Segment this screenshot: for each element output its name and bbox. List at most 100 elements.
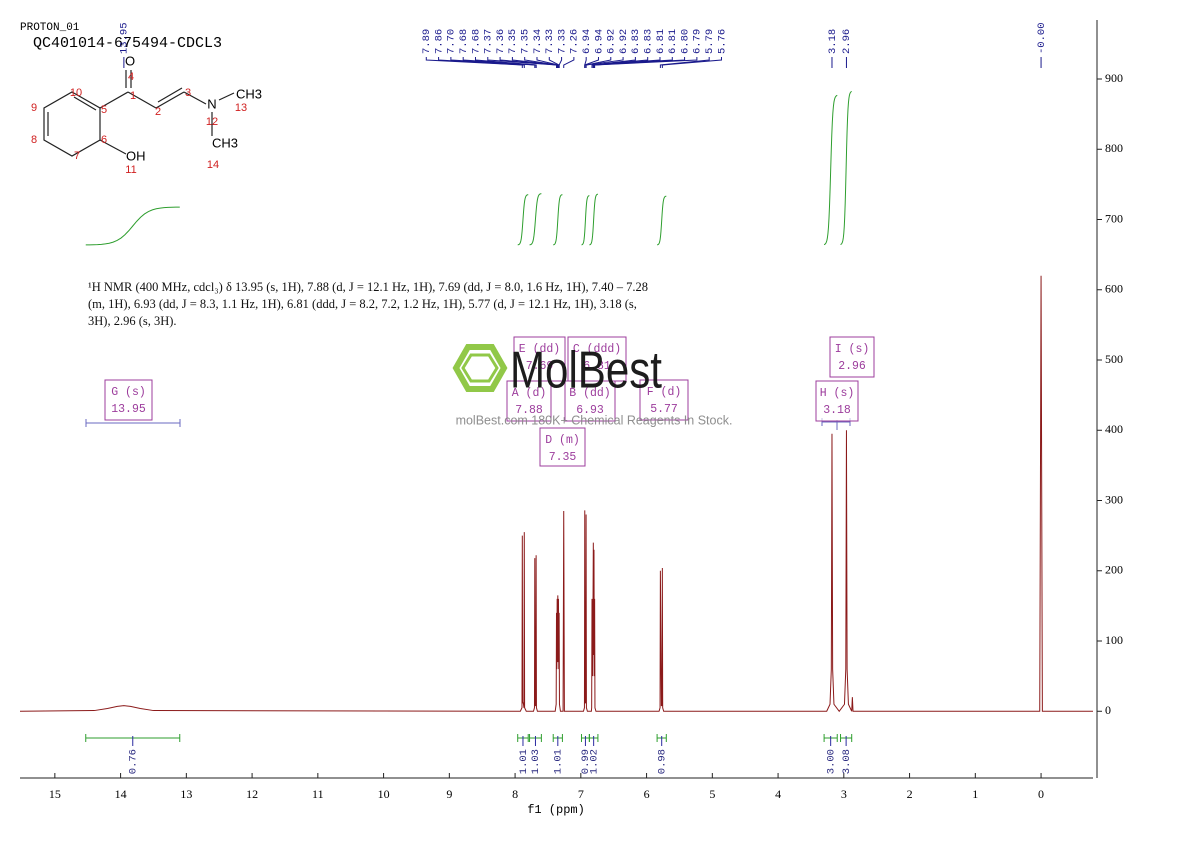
multiplet-brackets [85, 418, 851, 430]
integral-label: 0.98 [656, 749, 668, 774]
peak-label: 6.79 [692, 29, 704, 54]
atom: OH [126, 148, 146, 163]
atom: CH3 [236, 86, 262, 101]
peak-label: 7.35 [507, 29, 519, 54]
multiplet-box [104, 379, 153, 421]
peak-label: 7.68 [458, 29, 470, 54]
watermark: MolBest molBest.com 180K+ Chemical Reage… [452, 342, 733, 427]
y-tick-label: 300 [1105, 492, 1123, 506]
peak-label: 7.37 [483, 29, 495, 54]
peak-label: 7.34 [532, 29, 544, 54]
bond [127, 91, 157, 109]
integral-curve [840, 90, 852, 246]
atom-number: 3 [185, 87, 191, 99]
multiplet-name: B (dd) [569, 387, 610, 400]
atom-number: 12 [206, 116, 218, 128]
peak-connector [558, 57, 563, 68]
multiplet-name: G (s) [111, 386, 146, 399]
peak-connector [659, 57, 710, 68]
atom-number: 11 [125, 164, 136, 176]
multiplet-name: C (ddd) [573, 343, 621, 356]
x-tick-label: 9 [446, 787, 452, 801]
multiplet-box [815, 380, 859, 422]
multiplet-shift: 2.96 [838, 360, 866, 373]
multiplet-name: A (d) [512, 387, 547, 400]
atom-number: 2 [155, 106, 161, 118]
peak-connector [591, 57, 649, 68]
peak-connector [584, 57, 599, 68]
structure-labels: O N CH3 CH3 OH 4 1 2 3 13 12 14 10 5 9 8… [31, 53, 262, 175]
watermark-brand: MolBest [510, 342, 662, 400]
integral-curve [823, 94, 838, 246]
spectrum [19, 275, 1093, 713]
integral-label: 1.03 [530, 749, 542, 774]
peak-label: 7.26 [569, 29, 581, 54]
peak-label: 6.83 [630, 29, 642, 54]
integral-label: 3.08 [841, 749, 853, 774]
atom-number: 4 [128, 71, 134, 83]
atom-number: 10 [70, 87, 82, 99]
peak-connector [661, 57, 722, 68]
atom-number: 14 [207, 159, 219, 171]
x-tick-label: 2 [907, 787, 913, 801]
atom-number: 9 [31, 102, 37, 114]
integral-label: 1.02 [588, 749, 600, 774]
atom-number: 6 [101, 134, 107, 146]
y-tick-label: 800 [1105, 141, 1123, 155]
integral-label: 1.01 [553, 749, 565, 774]
x-tick-label: 12 [246, 787, 258, 801]
peak-label: 6.92 [606, 29, 618, 54]
peak-label: 5.76 [716, 29, 728, 54]
peak-label: 7.89 [421, 29, 433, 54]
peak-label: 6.94 [593, 29, 605, 54]
multiplet-box [564, 380, 616, 422]
x-tick-label: 0 [1038, 787, 1044, 801]
x-tick-label: 4 [775, 787, 781, 801]
x-tick-label: 13 [180, 787, 192, 801]
multiplet-box [506, 380, 552, 422]
multiplet-name: E (dd) [519, 343, 560, 356]
peak-label: 6.92 [618, 29, 630, 54]
x-tick-label: 8 [512, 787, 518, 801]
integral-curve [529, 193, 542, 246]
x-tick-label: 15 [49, 787, 61, 801]
y-tick-label: 0 [1105, 703, 1111, 717]
x-tick-label: 7 [578, 787, 584, 801]
peak-label: 6.81 [667, 29, 679, 54]
multiplet-shift: 13.95 [111, 403, 146, 416]
atom: CH3 [212, 135, 238, 150]
bond [99, 139, 127, 155]
multiplet-shift: 3.18 [823, 404, 851, 417]
peak-label: 6.83 [642, 29, 654, 54]
multiplet-shift: 7.69 [526, 360, 554, 373]
peak-label: 7.70 [446, 29, 458, 54]
peak-label: 7.33 [544, 29, 556, 54]
atom-number: 7 [74, 150, 80, 162]
y-tick-label: 600 [1105, 282, 1123, 296]
peak-label: -0.00 [1036, 22, 1048, 54]
x-tick-label: 14 [115, 787, 127, 801]
integral-label: 3.00 [825, 749, 837, 774]
integral-curve [589, 193, 599, 246]
peak-label: 7.33 [556, 29, 568, 54]
peak-label: 5.79 [704, 29, 716, 54]
peak-label: 7.68 [470, 29, 482, 54]
integral-label: 1.01 [518, 749, 530, 774]
integral-curve [85, 206, 180, 246]
peak-label: 6.94 [581, 29, 593, 54]
multiplet-shift: 5.77 [650, 403, 678, 416]
integral-curve [656, 195, 667, 246]
y-tick-label: 700 [1105, 211, 1123, 225]
multiplet-box [829, 336, 875, 378]
watermark-tagline: molBest.com 180K+ Chemical Reagents In S… [456, 413, 733, 427]
bond [218, 92, 235, 101]
integral-curve [517, 194, 529, 246]
multiplet-shift: 6.93 [576, 404, 604, 417]
y-tick-label: 100 [1105, 633, 1123, 647]
structure [43, 70, 235, 157]
peak-connector [524, 57, 559, 68]
y-tick-label: 200 [1105, 563, 1123, 577]
nmr-description: ¹H NMR (400 MHz, cdcl₃) δ 13.95 (s, 1H),… [88, 280, 648, 328]
